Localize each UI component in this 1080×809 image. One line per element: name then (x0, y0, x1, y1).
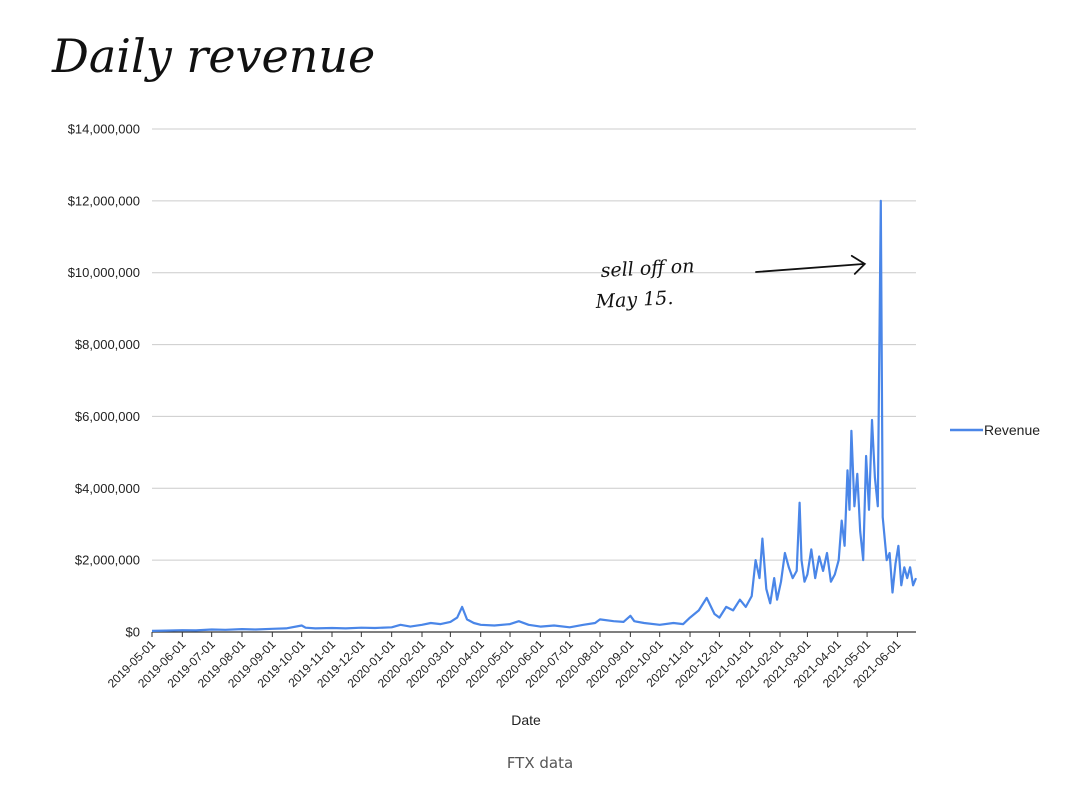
x-axis-label: Date (511, 712, 541, 728)
legend: Revenue (950, 422, 1040, 438)
y-tick-label: $4,000,000 (75, 481, 140, 496)
y-tick-label: $10,000,000 (68, 265, 140, 280)
annotation-arrow (755, 254, 867, 275)
figure-caption: FTX data (506, 754, 574, 772)
gridlines (152, 128, 916, 561)
annotation: sell off on May 15. (594, 254, 867, 313)
annotation-line-2: May 15. (594, 287, 674, 313)
annotation-line-1: sell off on (600, 255, 695, 282)
y-tick-label: $6,000,000 (75, 409, 140, 424)
y-tick-label: $14,000,000 (68, 122, 140, 137)
y-tick-label: $2,000,000 (75, 553, 140, 568)
chart-title: Daily revenue (51, 29, 375, 83)
x-axis-ticks: 2019-05-012019-06-012019-07-012019-08-01… (105, 632, 904, 691)
y-tick-label: $8,000,000 (75, 337, 140, 352)
y-axis-ticks: $0 $2,000,000 $4,000,000 $6,000,000 $8,000,0… (68, 122, 140, 640)
y-tick-label: $12,000,000 (68, 193, 140, 208)
y-tick-label: $0 (126, 625, 140, 640)
revenue-series-line (151, 199, 918, 632)
legend-label-revenue: Revenue (984, 422, 1040, 438)
